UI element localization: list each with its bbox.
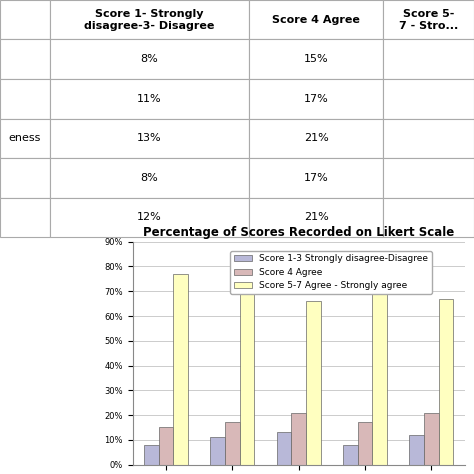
Bar bbox=[424, 412, 438, 465]
Bar bbox=[144, 445, 159, 465]
Bar bbox=[159, 428, 173, 465]
Bar bbox=[438, 299, 453, 465]
Bar bbox=[210, 438, 225, 465]
Bar bbox=[343, 445, 358, 465]
Bar bbox=[173, 274, 188, 465]
Bar bbox=[277, 432, 292, 465]
Bar bbox=[225, 422, 239, 465]
Bar bbox=[410, 435, 424, 465]
Bar bbox=[239, 286, 254, 465]
Bar bbox=[292, 412, 306, 465]
Legend: Score 1-3 Strongly disagree-Disagree, Score 4 Agree, Score 5-7 Agree - Strongly : Score 1-3 Strongly disagree-Disagree, Sc… bbox=[230, 251, 432, 294]
Title: Percentage of Scores Recorded on Likert Scale: Percentage of Scores Recorded on Likert … bbox=[143, 226, 454, 239]
Bar bbox=[372, 279, 387, 465]
Bar bbox=[358, 422, 372, 465]
Bar bbox=[306, 301, 320, 465]
